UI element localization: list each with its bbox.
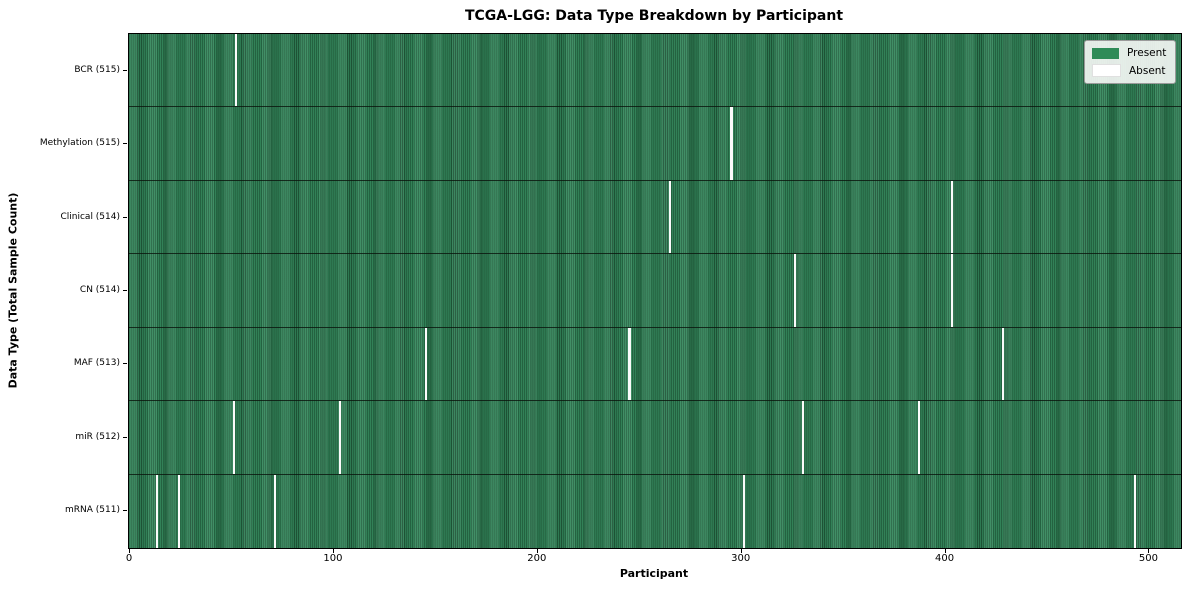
absent-marker	[1134, 474, 1137, 548]
y-tick-label: Clinical (514)	[60, 211, 120, 222]
absent-marker	[232, 401, 236, 474]
absent-marker	[950, 180, 953, 254]
legend-item-absent: Absent	[1092, 64, 1166, 77]
absent-marker	[235, 34, 238, 107]
y-tick-label: Methylation (515)	[39, 138, 120, 149]
absent-marker	[155, 474, 158, 548]
x-axis-label: Participant	[619, 567, 689, 580]
y-tick-mark	[123, 290, 127, 291]
heatmap-row-Clinical	[129, 180, 1181, 255]
y-tick-label: CN (514)	[79, 285, 120, 295]
x-tick-mark	[740, 548, 742, 553]
x-tick-mark	[332, 548, 334, 553]
y-tick-label: miR (512)	[75, 431, 120, 442]
legend-label-absent: Absent	[1129, 64, 1166, 77]
absent-marker	[628, 327, 631, 401]
plot-area	[128, 33, 1182, 549]
absent-marker	[730, 107, 733, 180]
y-tick-mark	[123, 363, 127, 365]
y-tick-label: BCR (515)	[74, 64, 120, 75]
x-tick-mark	[1148, 548, 1150, 553]
x-tick-label: 400	[934, 553, 955, 564]
heatmap-row-mRNA	[129, 474, 1181, 548]
chart-title: TCGA-LGG: Data Type Breakdown by Partici…	[464, 8, 844, 24]
x-tick-label: 100	[323, 553, 343, 564]
x-tick-mark	[129, 548, 131, 553]
x-tick-label: 200	[527, 553, 547, 564]
absent-marker	[801, 401, 804, 474]
x-tick-mark	[944, 548, 946, 553]
y-tick-mark	[123, 143, 127, 145]
absent-marker	[338, 401, 342, 474]
y-tick-mark	[123, 510, 127, 512]
x-tick-mark	[536, 548, 538, 553]
y-tick-label: mRNA (511)	[65, 505, 120, 516]
absent-marker	[1001, 327, 1004, 401]
heatmap-row-MAF	[129, 327, 1181, 402]
y-tick-label: MAF (513)	[73, 358, 120, 369]
y-tick-mark	[123, 216, 127, 218]
y-tick-mark	[123, 436, 127, 438]
absent-marker	[950, 254, 953, 327]
absent-marker	[742, 474, 745, 548]
present-swatch-icon	[1092, 47, 1119, 59]
legend-item-present: Present	[1092, 47, 1166, 59]
absent-marker	[424, 327, 427, 401]
heatmap-row-miR	[129, 401, 1181, 475]
legend-label-present: Present	[1127, 47, 1167, 59]
absent-swatch-icon	[1092, 64, 1121, 77]
absent-marker	[273, 474, 276, 548]
x-tick-label: 300	[731, 553, 751, 564]
legend: Present Absent	[1084, 40, 1177, 84]
y-tick-mark	[123, 69, 127, 71]
absent-marker	[918, 401, 921, 474]
absent-marker	[177, 474, 181, 548]
absent-marker	[669, 180, 672, 254]
x-tick-label: 0	[125, 553, 133, 564]
absent-marker	[793, 254, 796, 327]
heatmap-row-CN	[129, 254, 1181, 328]
heatmap-row-BCR	[129, 34, 1181, 108]
x-tick-label: 500	[1138, 553, 1158, 564]
heatmap-row-Methylation	[129, 107, 1181, 181]
